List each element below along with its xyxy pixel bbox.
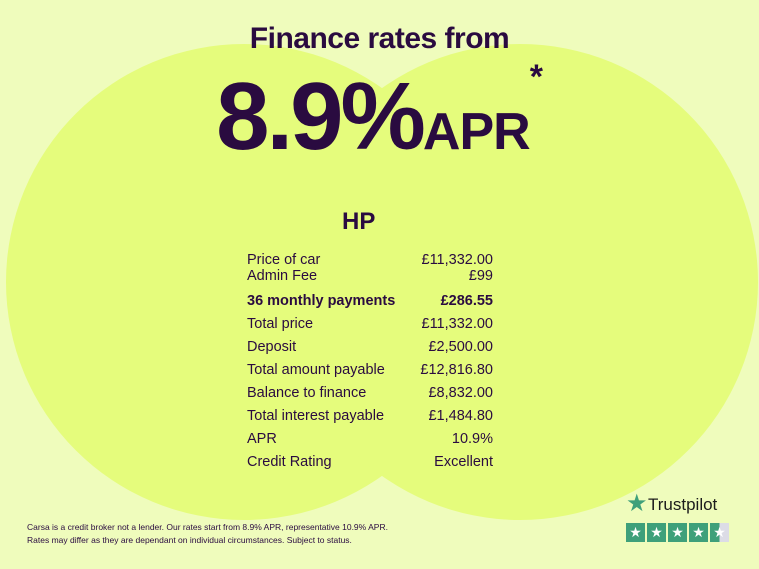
row-label: APR (247, 431, 277, 447)
row-label: Total amount payable (247, 362, 385, 378)
row-value: £2,500.00 (428, 339, 493, 355)
table-row: 36 monthly payments £286.55 (247, 290, 493, 313)
row-label: Price of car (247, 252, 321, 268)
row-value: £12,816.80 (420, 362, 493, 378)
star-icon: ★ (668, 523, 687, 542)
row-value: £286.55 (440, 293, 493, 309)
row-value: £8,832.00 (428, 385, 493, 401)
half-star-icon: ★ (710, 523, 729, 542)
trustpilot-name: Trustpilot (648, 495, 718, 514)
background-circle-right (282, 44, 758, 520)
star-icon: ★ (626, 523, 645, 542)
rate-value: 8.9% (216, 63, 426, 170)
table-row: APR 10.9% (247, 428, 493, 451)
rate-asterisk: * (529, 58, 543, 96)
row-label: Balance to finance (247, 385, 367, 401)
disclaimer-line: Carsa is a credit broker not a lender. O… (27, 522, 388, 532)
rate-display: 8.9%APR * (0, 58, 759, 172)
disclaimer-line: Rates may differ as they are dependant o… (27, 535, 352, 545)
rate-suffix: APR (422, 103, 531, 161)
headline: Finance rates from (249, 22, 510, 55)
row-value: £11,332.00 (421, 252, 494, 268)
rating-stars: ★ ★ ★ ★ ★ (626, 523, 729, 542)
row-value: £11,332.00 (421, 316, 494, 332)
table-row: Total amount payable £12,816.80 (247, 359, 493, 382)
star-icon: ★ (647, 523, 666, 542)
table-row: Total interest payable £1,484.80 (247, 405, 493, 428)
row-value: 10.9% (451, 431, 493, 447)
table-row: Admin Fee £99 (247, 268, 493, 284)
table-row: Price of car £11,332.00 (247, 252, 493, 268)
table-row: Deposit £2,500.00 (247, 336, 493, 359)
disclaimer: Carsa is a credit broker not a lender. O… (27, 521, 388, 547)
row-value: £1,484.80 (428, 408, 493, 424)
row-label: Credit Rating (247, 454, 332, 470)
row-value: Excellent (434, 454, 493, 470)
product-title: HP (342, 208, 376, 235)
star-icon: ★ (689, 523, 708, 542)
finance-table: Price of car £11,332.00 Admin Fee £99 36 m… (247, 252, 493, 474)
table-row: Credit Rating Excellent (247, 451, 493, 474)
trustpilot-star-icon: ★ (626, 490, 648, 517)
row-value: £99 (468, 268, 493, 284)
row-label: Admin Fee (247, 268, 318, 284)
row-label: Total interest payable (247, 408, 385, 424)
row-label: Deposit (247, 339, 297, 355)
row-label: 36 monthly payments (247, 293, 396, 309)
table-row: Balance to finance £8,832.00 (247, 382, 493, 405)
table-row: Total price £11,332.00 (247, 313, 493, 336)
row-label: Total price (247, 316, 314, 332)
